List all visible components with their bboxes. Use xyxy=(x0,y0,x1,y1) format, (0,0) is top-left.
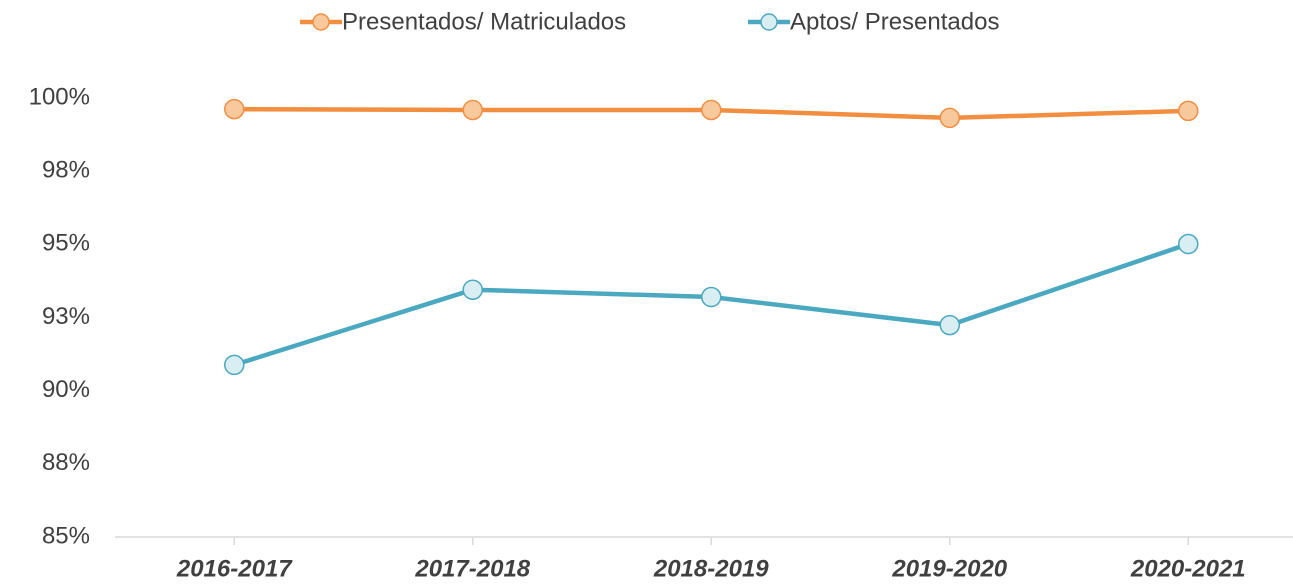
x-tick-label: 2018-2019 xyxy=(653,555,769,582)
point xyxy=(462,99,483,121)
point xyxy=(1178,233,1199,255)
x-tick-label: 2019-2020 xyxy=(891,555,1007,582)
y-tick-label: 90% xyxy=(42,376,90,403)
legend-label: Presentados/ Matriculados xyxy=(342,8,626,35)
y-tick-label: 100% xyxy=(29,83,90,110)
y-tick-label: 98% xyxy=(42,157,90,184)
point xyxy=(224,98,245,120)
point xyxy=(701,286,722,308)
x-tick-label: 2017-2018 xyxy=(414,555,530,582)
x-tick-label: 2016-2017 xyxy=(176,555,293,582)
point xyxy=(939,314,960,336)
legend-label: Aptos/ Presentados xyxy=(790,8,999,35)
point xyxy=(1178,100,1199,122)
y-tick-label: 88% xyxy=(42,449,90,476)
y-tick-label: 85% xyxy=(42,522,90,549)
point xyxy=(224,354,245,376)
point xyxy=(462,279,483,300)
legend-marker xyxy=(312,13,330,31)
x-tick-label: 2020-2021 xyxy=(1130,555,1246,582)
point xyxy=(939,107,960,129)
point xyxy=(701,99,722,121)
y-tick-label: 95% xyxy=(42,230,90,257)
y-tick-label: 93% xyxy=(42,303,90,330)
legend-marker xyxy=(760,13,778,31)
